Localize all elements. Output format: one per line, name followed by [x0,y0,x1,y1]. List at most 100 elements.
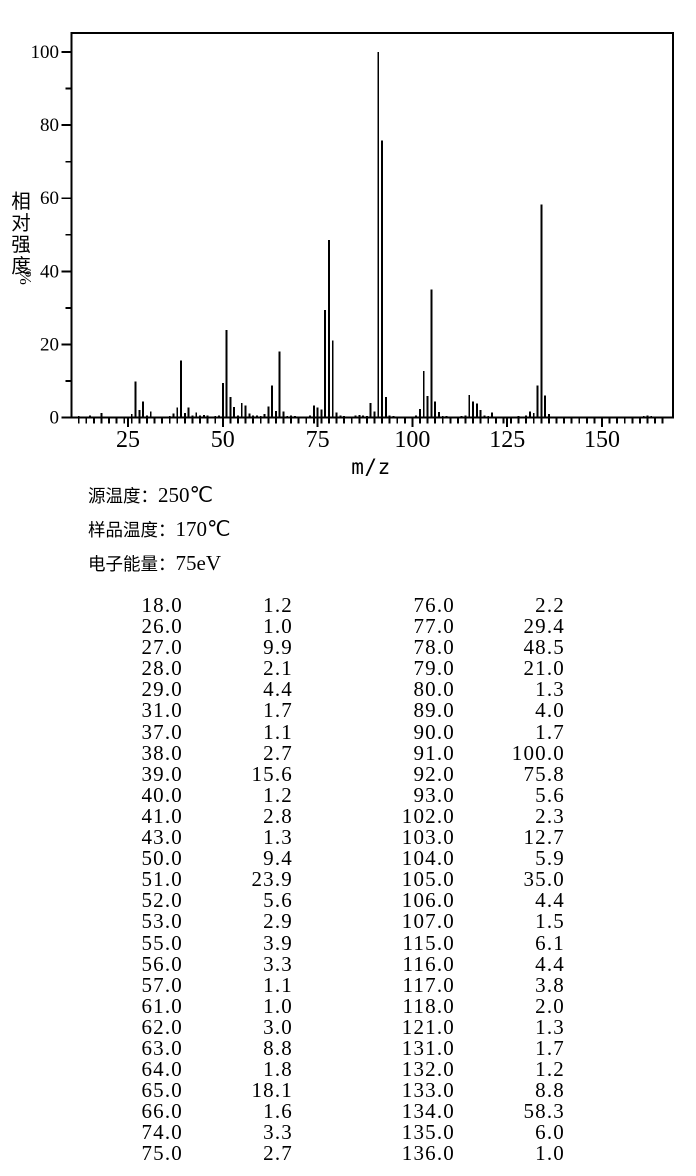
condition-source-temperature: 源温度：250℃ [88,483,214,507]
mz-value-cell: 26.0 [141,614,183,639]
mz-value-cell: 51.0 [141,867,183,892]
mz-value-cell: 31.0 [141,698,183,723]
x-axis-tick-label: 75 [306,427,330,453]
intensity-value-cell: 1.3 [263,825,293,850]
condition-label: 源温度： [88,487,158,507]
mz-value-cell: 50.0 [141,846,183,871]
intensity-value-cell: 5.6 [535,782,565,807]
y-axis-tick-label: 40 [40,261,59,282]
mz-value-cell: 80.0 [413,677,455,702]
mz-value-cell: 79.0 [413,656,455,681]
intensity-value-cell: 1.2 [263,593,293,617]
intensity-value-cell: 1.7 [535,719,565,744]
mz-value-cell: 56.0 [141,951,183,976]
mz-value-cell: 55.0 [141,930,183,955]
intensity-value-cell: 48.5 [523,635,565,660]
intensity-value-cell: 4.4 [535,951,565,976]
mz-value-cell: 74.0 [141,1120,183,1145]
intensity-value-cell: 5.9 [535,846,565,871]
y-axis-title-char: 强 [11,233,31,256]
x-axis-tick-label: 50 [211,427,235,453]
mz-value-cell: 77.0 [413,614,455,639]
intensity-value-cell: 1.0 [263,993,293,1018]
intensity-value-cell: 1.3 [535,1014,565,1039]
intensity-value-cell: 12.7 [523,825,565,850]
mz-value-cell: 132.0 [401,1057,455,1082]
mz-value-cell: 64.0 [141,1057,183,1082]
x-axis-tick-label: 100 [394,427,430,453]
intensity-value-cell: 1.7 [263,698,293,723]
mz-value-cell: 134.0 [401,1099,455,1124]
mz-value-cell: 135.0 [401,1120,455,1145]
mz-value-cell: 39.0 [141,761,183,786]
condition-electron-energy: 电子能量：75eV [88,551,222,575]
intensity-value-cell: 1.1 [263,719,293,744]
intensity-value-cell: 1.8 [263,1057,293,1082]
mz-value-cell: 18.0 [141,593,183,617]
intensity-value-cell: 23.9 [251,867,293,892]
y-axis-tick-label: 0 [50,408,60,429]
mz-value-cell: 65.0 [141,1078,183,1103]
y-axis-title-char: 相 [11,190,31,213]
mz-value-cell: 37.0 [141,719,183,744]
mz-value-cell: 102.0 [401,803,455,828]
intensity-value-cell: 2.9 [263,909,293,934]
x-axis-tick-label: 150 [584,427,620,453]
intensity-value-cell: 100.0 [511,740,565,765]
mz-value-cell: 90.0 [413,719,455,744]
intensity-value-cell: 1.0 [535,1141,565,1166]
mz-value-cell: 43.0 [141,825,183,850]
mz-value-cell: 133.0 [401,1078,455,1103]
condition-value: 250℃ [158,483,214,507]
intensity-value-cell: 4.0 [535,698,565,723]
intensity-value-cell: 4.4 [535,888,565,913]
intensity-value-cell: 1.6 [263,1099,293,1124]
mz-value-cell: 53.0 [141,909,183,934]
intensity-value-cell: 18.1 [251,1078,293,1103]
mz-value-cell: 66.0 [141,1099,183,1124]
intensity-value-cell: 21.0 [523,656,565,681]
mz-value-cell: 136.0 [401,1141,455,1166]
y-axis-title-unit: /% [16,266,35,285]
y-axis-title-char: 对 [11,212,31,235]
intensity-value-cell: 1.5 [535,909,565,934]
mz-value-cell: 41.0 [141,803,183,828]
mz-value-cell: 104.0 [401,846,455,871]
mz-value-cell: 29.0 [141,677,183,702]
intensity-value-cell: 2.7 [263,740,293,765]
mz-value-cell: 62.0 [141,1014,183,1039]
intensity-value-cell: 58.3 [523,1099,565,1124]
intensity-value-cell: 3.8 [535,972,565,997]
mz-value-cell: 106.0 [401,888,455,913]
mz-value-cell: 57.0 [141,972,183,997]
y-axis-tick-label: 20 [40,334,59,355]
y-axis-tick-label: 60 [40,188,59,209]
intensity-value-cell: 29.4 [523,614,565,639]
intensity-value-cell: 2.0 [535,993,565,1018]
intensity-value-cell: 6.0 [535,1120,565,1145]
mz-value-cell: 89.0 [413,698,455,723]
intensity-value-cell: 9.4 [263,846,293,871]
mz-value-cell: 131.0 [401,1035,455,1060]
mz-value-cell: 78.0 [413,635,455,660]
intensity-value-cell: 4.4 [263,677,293,702]
intensity-value-cell: 8.8 [535,1078,565,1103]
mz-value-cell: 107.0 [401,909,455,934]
x-axis-tick-label: 125 [489,427,525,453]
y-axis-title-char: 度 [11,255,31,278]
mz-value-cell: 76.0 [413,593,455,617]
mz-value-cell: 61.0 [141,993,183,1018]
intensity-value-cell: 5.6 [263,888,293,913]
mz-value-cell: 92.0 [413,761,455,786]
intensity-value-cell: 2.1 [263,656,293,681]
plot-border [70,32,674,419]
condition-value: 75eV [175,551,222,575]
intensity-value-cell: 35.0 [523,867,565,892]
intensity-value-cell: 1.2 [535,1057,565,1082]
mz-value-cell: 28.0 [141,656,183,681]
intensity-value-cell: 15.6 [251,761,293,786]
mz-value-cell: 75.0 [141,1141,183,1166]
intensity-value-cell: 75.8 [523,761,565,786]
